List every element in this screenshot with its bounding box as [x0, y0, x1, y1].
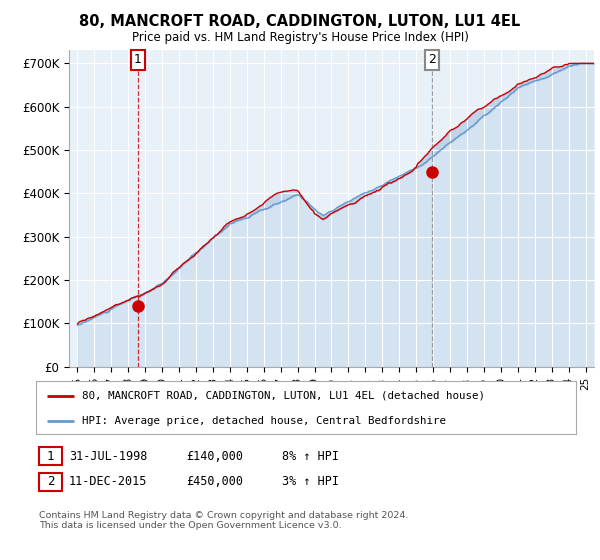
- Text: 80, MANCROFT ROAD, CADDINGTON, LUTON, LU1 4EL (detached house): 80, MANCROFT ROAD, CADDINGTON, LUTON, LU…: [82, 391, 485, 401]
- Text: HPI: Average price, detached house, Central Bedfordshire: HPI: Average price, detached house, Cent…: [82, 416, 446, 426]
- Text: Contains HM Land Registry data © Crown copyright and database right 2024.
This d: Contains HM Land Registry data © Crown c…: [39, 511, 409, 530]
- Text: 1: 1: [47, 450, 54, 463]
- Text: 2: 2: [428, 53, 436, 67]
- Text: 2: 2: [47, 475, 54, 488]
- Text: 8% ↑ HPI: 8% ↑ HPI: [282, 450, 339, 463]
- Text: £450,000: £450,000: [186, 475, 243, 488]
- Text: £140,000: £140,000: [186, 450, 243, 463]
- Text: 3% ↑ HPI: 3% ↑ HPI: [282, 475, 339, 488]
- Text: 31-JUL-1998: 31-JUL-1998: [69, 450, 148, 463]
- Text: Price paid vs. HM Land Registry's House Price Index (HPI): Price paid vs. HM Land Registry's House …: [131, 31, 469, 44]
- Text: 1: 1: [134, 53, 142, 67]
- Text: 80, MANCROFT ROAD, CADDINGTON, LUTON, LU1 4EL: 80, MANCROFT ROAD, CADDINGTON, LUTON, LU…: [79, 14, 521, 29]
- Text: 11-DEC-2015: 11-DEC-2015: [69, 475, 148, 488]
